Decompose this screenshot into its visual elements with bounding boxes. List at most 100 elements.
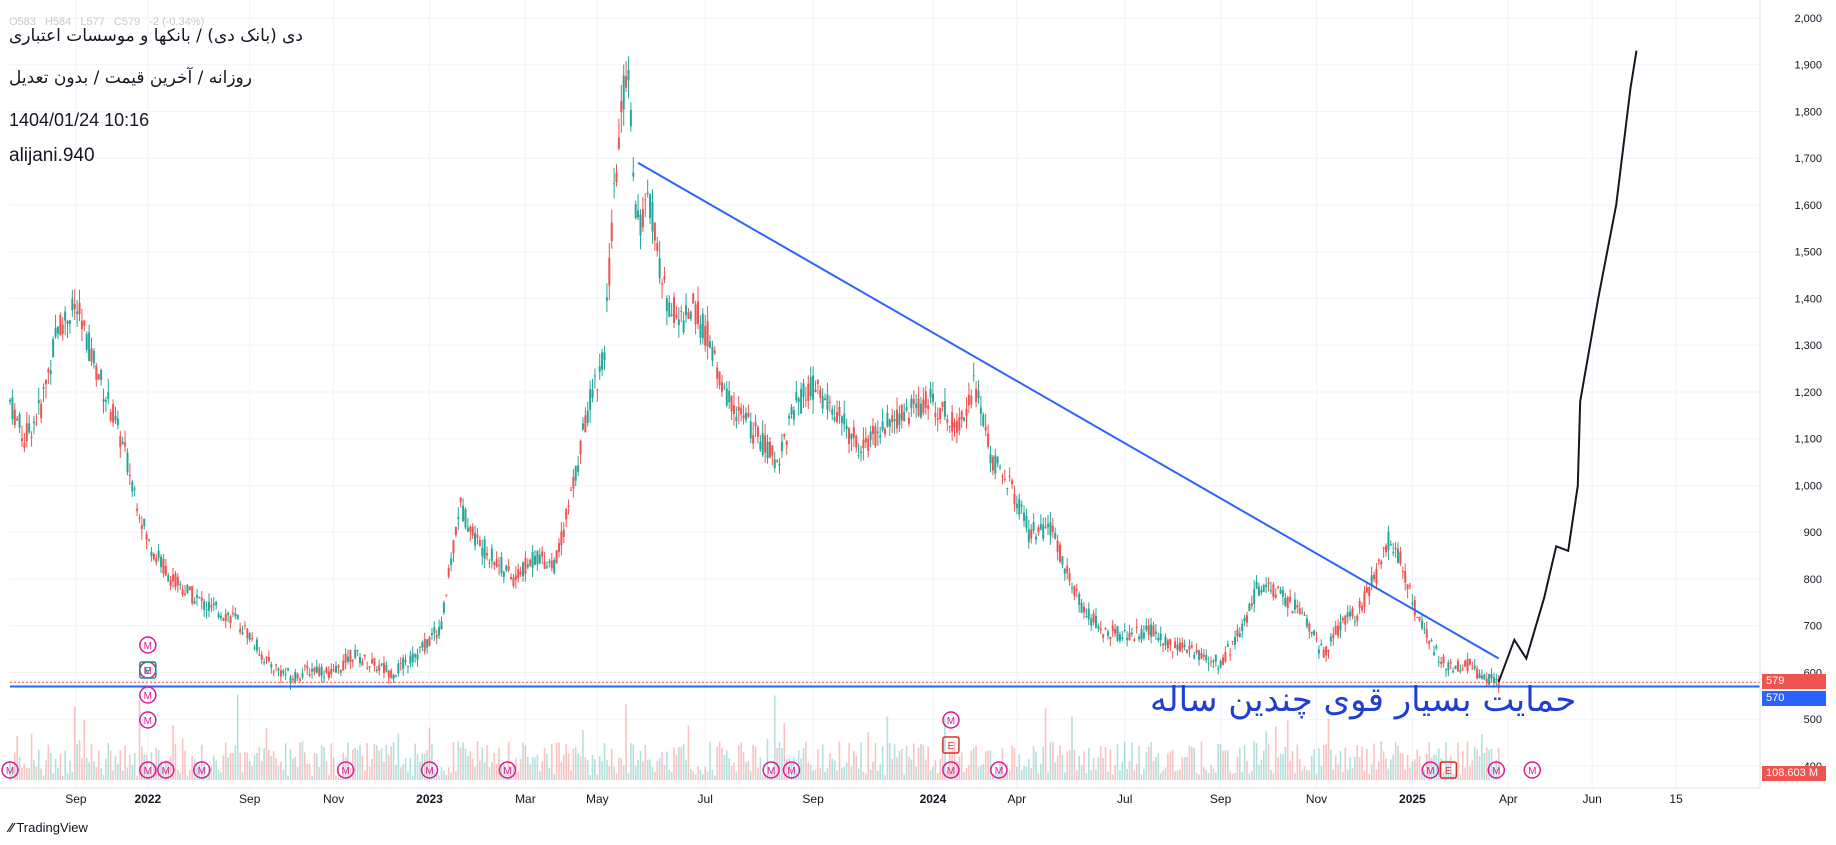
candle-body (603, 352, 606, 360)
volume-bar (1238, 748, 1241, 780)
volume-bar (42, 775, 45, 780)
candle-body (318, 667, 321, 676)
volume-bar (1390, 759, 1392, 780)
x-tick-label: Apr (1499, 792, 1518, 806)
candle-body (819, 389, 822, 398)
y-tick-label: 1,400 (1794, 293, 1822, 305)
candle-body (1099, 628, 1102, 631)
volume-bar (752, 744, 754, 780)
time-axis[interactable]: Sep 2022 Sep Nov 2023 Mar May Jul Sep 2024 Apr Jul S… (65, 792, 1683, 806)
candle-body (294, 672, 297, 683)
volume-bar (517, 771, 520, 780)
volume-bar (721, 748, 723, 780)
volume-bar (1054, 762, 1057, 780)
candle-body (1114, 628, 1117, 634)
candle-body (507, 566, 510, 571)
candle-body (248, 633, 251, 640)
candle-body (809, 377, 812, 397)
candle-body (692, 293, 695, 304)
candle-body (687, 312, 690, 319)
volume-bar (1471, 760, 1474, 780)
candle-body (1305, 618, 1308, 627)
candle-body (1087, 608, 1090, 620)
volume-bar (1133, 770, 1136, 780)
volume-bar (778, 742, 781, 780)
candle-body (694, 304, 697, 325)
candle-body (912, 398, 915, 405)
candle-body (442, 602, 445, 613)
volume-bar (565, 744, 567, 780)
candle-body (1226, 644, 1229, 647)
candle-body (361, 661, 364, 666)
candle-body (872, 425, 875, 435)
volume-bar (975, 745, 977, 780)
tradingview-logo[interactable]: ⁄⁄ TradingView (9, 820, 88, 835)
candle-body (1193, 654, 1196, 659)
volume-bar (1488, 749, 1490, 780)
trendline[interactable] (637, 162, 1500, 660)
candle-body (107, 391, 110, 399)
candle-body (1147, 625, 1150, 635)
candle-body (713, 350, 716, 353)
event-m-marker (139, 761, 157, 779)
candle-body (826, 394, 829, 410)
candle-body (320, 666, 323, 676)
candle-body (1018, 499, 1021, 515)
volume-bar (356, 750, 359, 780)
candle-body (469, 526, 472, 532)
candle-body (836, 411, 839, 423)
volume-bar (982, 763, 985, 780)
y-tick-label: 1,100 (1794, 434, 1822, 446)
candle-body (205, 609, 208, 611)
volume-bar (1032, 746, 1035, 780)
candle-body (1418, 616, 1421, 621)
candle-body (25, 423, 28, 442)
candle-body (193, 601, 196, 604)
candle-body (627, 69, 630, 81)
candle-body (649, 194, 652, 219)
volume-bar (498, 747, 500, 780)
event-m-marker (498, 761, 517, 779)
volume-bar (1227, 750, 1229, 780)
candle-body (162, 558, 165, 574)
candle-body (955, 420, 958, 433)
volume-bar (414, 743, 416, 780)
hand-drawn-projection[interactable] (1497, 50, 1638, 683)
volume-bar (61, 775, 64, 780)
volume-bar (1217, 744, 1220, 780)
candle-body (1250, 603, 1253, 606)
volume-bar (1207, 773, 1210, 780)
candle-body (1039, 523, 1042, 530)
price-axis[interactable]: 2,000 1,900 1,800 1,700 1,600 1,500 1,400 1,300… (1794, 13, 1822, 773)
candle-body (1492, 677, 1495, 683)
volume-bar (934, 760, 937, 780)
volume-bar (1473, 746, 1476, 780)
volume-bar (831, 758, 834, 780)
volume-bar (546, 753, 548, 780)
volume-bar (435, 772, 438, 780)
candles (9, 56, 1500, 694)
candle-body (641, 209, 644, 228)
volume-bar (272, 751, 275, 780)
volume-bar (59, 754, 62, 780)
candle-body (255, 639, 258, 651)
volume-bar (970, 750, 973, 780)
x-tick-label: Sep (239, 792, 261, 806)
candle-body (761, 432, 764, 456)
volume-bar (81, 758, 83, 780)
candle-body (445, 594, 448, 596)
volume-bar (419, 761, 421, 780)
volume-bar (661, 751, 663, 780)
volume-bar (860, 742, 862, 780)
support-annotation: حمایت بسیار قوی چندین ساله (1150, 680, 1577, 720)
candle-body (253, 647, 256, 649)
candle-body (764, 435, 767, 453)
y-tick-label: 1,300 (1794, 340, 1822, 352)
candle-body (850, 433, 853, 440)
candle-body (109, 411, 112, 421)
event-m-letter: M (341, 766, 349, 777)
volume-bar (1274, 726, 1277, 780)
volume-bar (260, 760, 263, 780)
